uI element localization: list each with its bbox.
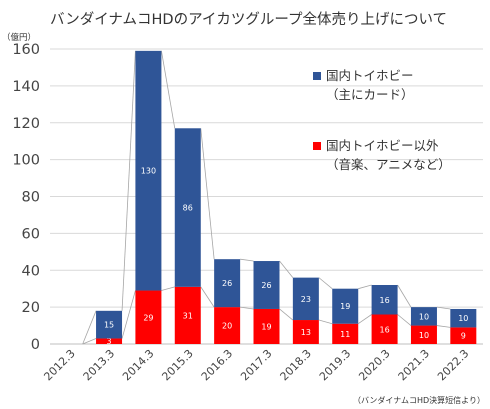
connector-line xyxy=(121,290,136,339)
connector-line xyxy=(200,128,215,260)
data-label: 11 xyxy=(340,330,350,339)
y-tick-label: 60 xyxy=(22,226,40,242)
bar-segment-other xyxy=(253,308,280,344)
bar-segment-other xyxy=(214,307,241,344)
bar-segment-other xyxy=(174,286,201,344)
y-tick-label: 80 xyxy=(22,190,40,206)
bar-segment-other xyxy=(292,320,319,344)
source-note: （バンダイナムコHD決算短信より） xyxy=(353,395,485,405)
bar-segment-other xyxy=(135,290,162,344)
x-tick-label: 2015.3 xyxy=(159,347,195,383)
y-tick-label: 160 xyxy=(12,42,40,58)
connector-line xyxy=(318,277,333,289)
connector-line xyxy=(240,258,254,262)
bars: 3 15 29 130 31 86 20 26 19 26 13 23 11 19 16 16 10 10 9 10 xyxy=(96,50,477,346)
x-tick-label: 2014.3 xyxy=(120,347,156,383)
legend-swatch xyxy=(313,142,321,150)
bar-segment-toy-hobby xyxy=(96,310,123,339)
x-axis-ticks: 2012.3 2013.3 2014.3 2015.3 2016.3 2017.3 2018… xyxy=(41,347,471,383)
connector-line xyxy=(358,314,372,325)
x-tick-label: 2013.3 xyxy=(81,347,117,383)
x-tick-label: 2020.3 xyxy=(356,347,392,383)
bar-segment-other xyxy=(96,338,123,344)
legend-swatch xyxy=(313,72,321,80)
data-label: 3 xyxy=(106,337,111,346)
connector-line xyxy=(436,306,451,310)
data-label: 19 xyxy=(340,302,350,311)
connector-line xyxy=(279,308,294,321)
y-tick-label: 100 xyxy=(12,153,40,169)
bar-segment-toy-hobby xyxy=(253,261,280,309)
data-label: 9 xyxy=(461,332,466,341)
x-tick-label: 2017.3 xyxy=(238,347,274,383)
connector-line xyxy=(358,284,372,290)
bar-segment-other xyxy=(450,327,477,344)
data-label: 10 xyxy=(458,314,468,323)
chart-title: バンダイナムコHDのアイカツグループ全体売り上げについて xyxy=(50,10,447,28)
bar-segment-toy-hobby xyxy=(174,128,201,287)
data-label: 23 xyxy=(301,295,311,304)
y-tick-label: 120 xyxy=(12,116,40,132)
x-tick-label: 2022.3 xyxy=(435,347,471,383)
bar-segment-toy-hobby xyxy=(292,277,319,321)
bar-segment-toy-hobby xyxy=(371,285,398,315)
data-label: 10 xyxy=(419,312,429,321)
connector-line xyxy=(240,306,254,310)
connector-lines xyxy=(82,50,451,345)
bar-segment-other xyxy=(410,325,437,344)
connector-line xyxy=(397,314,412,326)
y-tick-label: 140 xyxy=(12,79,40,95)
data-label: 20 xyxy=(222,322,232,331)
bar-segment-toy-hobby xyxy=(135,50,162,291)
data-label: 86 xyxy=(183,204,193,213)
legend-label: 国内トイホビー xyxy=(326,68,414,83)
bar-segment-other xyxy=(371,314,398,344)
legend-label: （主にカード） xyxy=(326,87,414,102)
connector-line xyxy=(436,325,451,328)
bar-segment-other xyxy=(332,323,359,344)
bar-segment-toy-hobby xyxy=(332,288,359,324)
data-label: 31 xyxy=(183,311,193,320)
data-label: 29 xyxy=(143,313,153,322)
connector-line xyxy=(279,260,294,278)
bar-segment-toy-hobby xyxy=(410,307,437,326)
connector-line xyxy=(200,286,215,308)
data-label: 26 xyxy=(261,281,271,290)
x-tick-label: 2012.3 xyxy=(41,347,77,383)
y-unit-label: （億円） xyxy=(2,32,36,43)
bar-segment-toy-hobby xyxy=(214,259,241,308)
data-label: 130 xyxy=(141,167,156,176)
connector-line xyxy=(318,319,333,325)
connector-line xyxy=(161,50,176,129)
legend: 国内トイホビー （主にカード） 国内トイホビー以外 （音楽、アニメなど） xyxy=(313,68,451,172)
y-tick-label: 40 xyxy=(22,263,40,279)
connector-line xyxy=(82,338,97,345)
data-label: 13 xyxy=(301,328,311,337)
x-tick-label: 2016.3 xyxy=(199,347,235,383)
legend-label: 国内トイホビー以外 xyxy=(326,138,439,153)
x-tick-label: 2019.3 xyxy=(317,347,353,383)
x-tick-label: 2021.3 xyxy=(396,347,432,383)
y-axis-ticks: 0 20 40 60 80 100 120 140 160 xyxy=(12,42,40,353)
data-label: 19 xyxy=(261,322,271,331)
connector-line xyxy=(82,310,97,345)
data-label: 16 xyxy=(379,325,389,334)
connector-line xyxy=(397,284,412,308)
data-label: 26 xyxy=(222,279,232,288)
y-tick-label: 20 xyxy=(22,300,40,316)
data-label: 10 xyxy=(419,331,429,340)
x-tick-label: 2018.3 xyxy=(278,347,314,383)
connector-line xyxy=(121,50,136,311)
data-label: 16 xyxy=(379,296,389,305)
bar-segment-toy-hobby xyxy=(450,308,477,328)
legend-label: （音楽、アニメなど） xyxy=(326,157,451,172)
data-label: 15 xyxy=(104,321,114,330)
y-tick-label: 0 xyxy=(31,337,40,353)
connector-line xyxy=(161,286,175,291)
